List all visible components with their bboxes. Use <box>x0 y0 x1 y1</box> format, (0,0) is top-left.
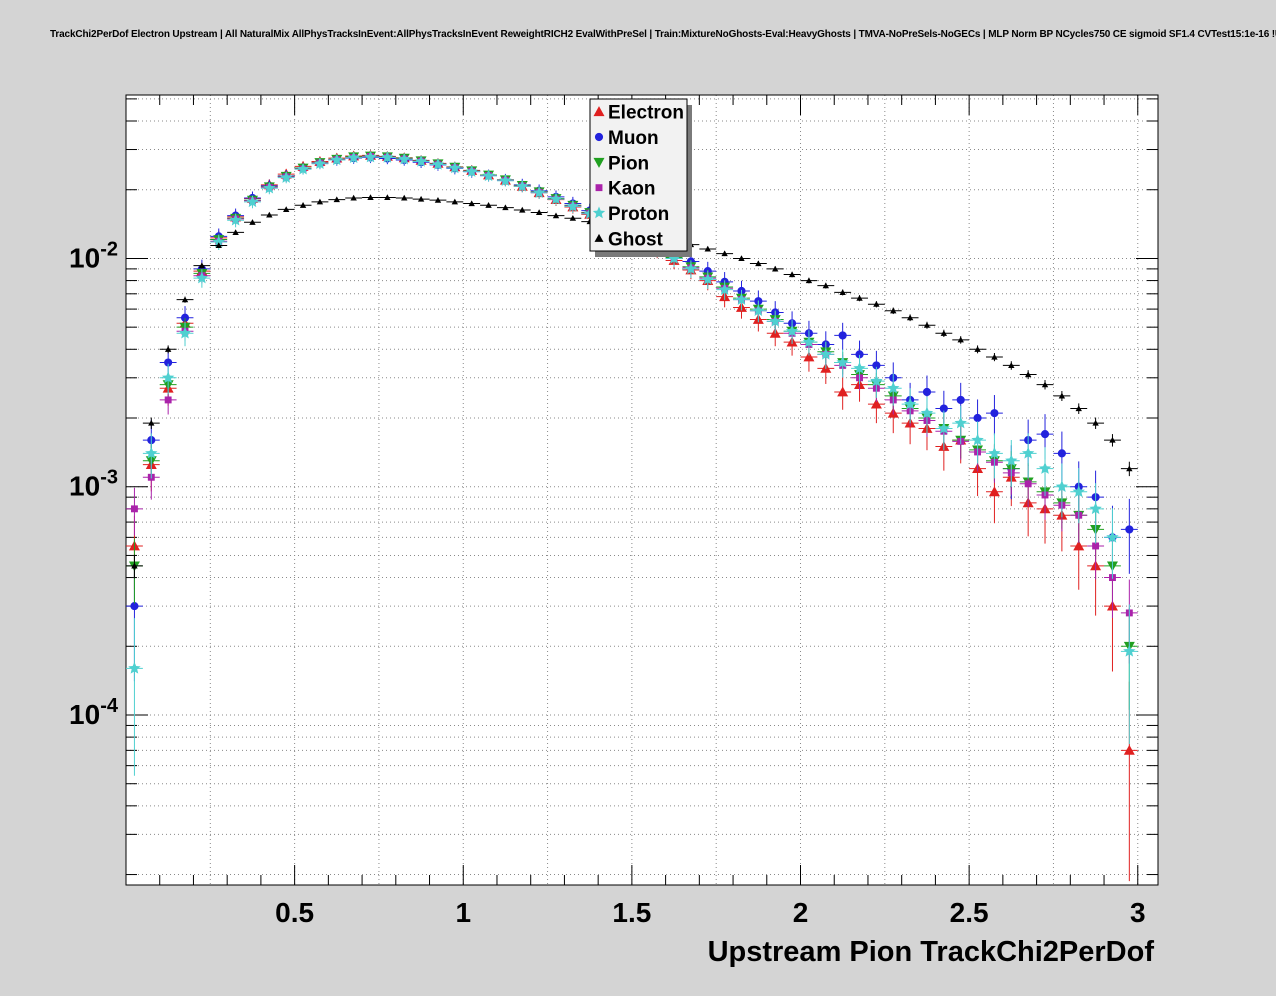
x-tick-label: 1.5 <box>612 897 651 928</box>
y-tick-label: 10-3 <box>69 467 118 502</box>
legend-entry-muon: Muon <box>594 128 659 149</box>
legend-entry-proton: Proton <box>592 204 669 225</box>
series-ghost <box>126 194 1138 579</box>
x-tick-label: 2 <box>793 897 809 928</box>
x-tick-label: 2.5 <box>950 897 989 928</box>
legend-label: Pion <box>608 153 649 174</box>
x-tick-label: 3 <box>1130 897 1146 928</box>
legend-entry-electron: Electron <box>593 103 684 124</box>
legend-label: Electron <box>608 103 684 124</box>
legend-label: Proton <box>608 204 669 225</box>
x-tick-label: 1 <box>455 897 471 928</box>
legend: Electron Muon Pion Kaon Proton Ghost <box>589 98 692 257</box>
legend-entry-kaon: Kaon <box>595 179 656 200</box>
legend-label: Kaon <box>608 179 656 200</box>
x-tick-labels: 0.5 1 1.5 2 2.5 3 <box>275 897 1145 928</box>
y-tick-labels: 10-2 10-3 10-4 <box>69 238 119 730</box>
legend-entry-pion: Pion <box>593 153 649 174</box>
y-tick-label: 10-2 <box>69 238 118 273</box>
plot-frame-border <box>125 94 1159 886</box>
series-proton <box>126 150 1138 776</box>
gridlines <box>126 95 1158 885</box>
legend-box <box>589 98 688 252</box>
legend-label: Muon <box>608 128 659 149</box>
y-tick-label: 10-4 <box>69 695 119 730</box>
x-axis-title: Upstream Pion TrackChi2PerDof <box>707 936 1154 968</box>
axis-ticks <box>126 95 1158 885</box>
legend-label: Ghost <box>608 229 664 250</box>
legend-entry-ghost: Ghost <box>594 229 664 250</box>
plot-title: TrackChi2PerDof Electron Upstream | All … <box>50 29 1276 40</box>
x-tick-label: 0.5 <box>275 897 314 928</box>
